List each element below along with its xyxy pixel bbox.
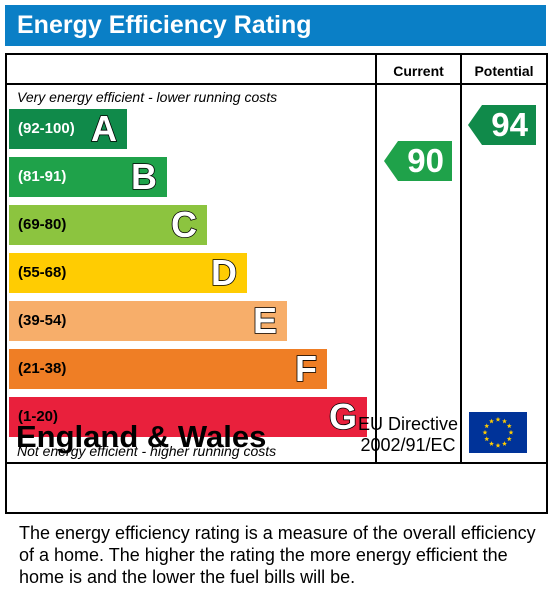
potential-rating-value: 94	[491, 106, 528, 143]
eu-star-icon	[495, 442, 501, 448]
eu-star-icon	[495, 416, 501, 422]
band-e: (39-54) E	[9, 300, 287, 342]
band-range: (81-91)	[18, 168, 67, 185]
eu-directive: EU Directive 2002/91/EC	[354, 414, 462, 456]
band-letter: D	[210, 252, 238, 294]
potential-rating-arrow: 94	[468, 105, 536, 145]
band-g: (1-20) G	[9, 396, 367, 438]
region-label: England & Wales	[16, 419, 267, 454]
eu-star-icon	[484, 436, 490, 442]
band-d: (55-68) D	[9, 252, 247, 294]
band-letter: C	[170, 204, 198, 246]
column-current-header: Current	[393, 63, 444, 79]
band-range: (55-68)	[18, 264, 67, 281]
band-letter: A	[90, 108, 118, 150]
current-rating-arrow: 90	[384, 141, 452, 181]
band-letter: E	[252, 300, 278, 342]
band-a: (92-100) A	[9, 108, 127, 150]
band-letter: G	[328, 396, 358, 438]
band-c: (69-80) C	[9, 204, 207, 246]
band-range: (69-80)	[18, 216, 67, 233]
eu-star-icon	[506, 423, 512, 429]
description-text: The energy efficiency rating is a measur…	[19, 523, 536, 587]
note-bottom: Not energy efficient - higher running co…	[17, 443, 277, 459]
eu-star-icon	[489, 418, 494, 424]
eu-star-icon	[502, 418, 507, 424]
eu-star-icon	[489, 441, 494, 446]
header-divider	[7, 83, 546, 85]
eu-star-icon	[508, 429, 514, 435]
eu-star-icon	[484, 423, 490, 429]
band-range: (92-100)	[18, 120, 75, 137]
band-range: (21-38)	[18, 360, 67, 377]
band-range: (1-20)	[18, 408, 59, 425]
directive-line1: EU Directive	[357, 414, 459, 434]
band-b: (81-91) B	[9, 156, 167, 198]
band-letter: F	[294, 348, 318, 390]
divider-current	[375, 55, 377, 464]
potential-arrow-shape	[468, 105, 536, 145]
band-letter: B	[130, 156, 158, 198]
directive-line2: 2002/91/EC	[360, 435, 456, 455]
divider-potential	[460, 55, 462, 464]
band-f: (21-38) F	[9, 348, 327, 390]
footer-divider	[7, 462, 546, 464]
column-potential-header: Potential	[474, 63, 534, 79]
title-bar: Energy Efficiency Rating	[5, 5, 546, 46]
eu-star-icon	[502, 441, 507, 446]
rating-frame: Current Potential Very energy efficient …	[5, 53, 548, 514]
note-top: Very energy efficient - lower running co…	[17, 89, 278, 105]
band-range: (39-54)	[18, 312, 67, 329]
current-rating-value: 90	[407, 142, 444, 179]
current-arrow-shape	[384, 141, 452, 181]
eu-star-icon	[506, 436, 512, 442]
eu-flag-icon	[469, 412, 527, 453]
page-title: Energy Efficiency Rating	[17, 11, 312, 39]
eu-star-icon	[482, 429, 488, 435]
